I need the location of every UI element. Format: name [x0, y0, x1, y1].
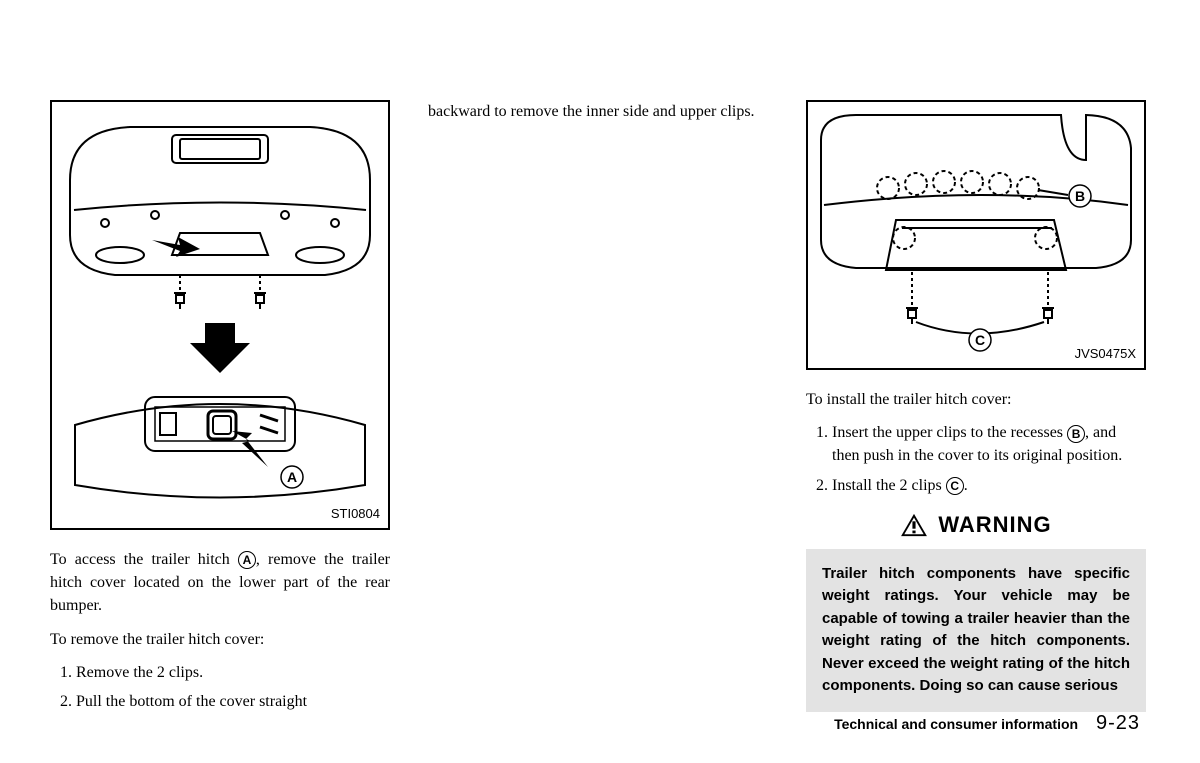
warning-icon: [900, 513, 928, 537]
col3-steps: Insert the upper clips to the recesses B…: [806, 421, 1146, 497]
footer-page-number: 9-23: [1096, 712, 1140, 734]
trailer-hitch-install-diagram: B C: [816, 110, 1136, 360]
trailer-hitch-access-diagram: A: [60, 110, 380, 520]
label-a: A: [238, 551, 256, 569]
column-2: backward to remove the inner side and up…: [428, 100, 768, 705]
figure-1-code: STI0804: [331, 505, 380, 524]
col3-para-1: To install the trailer hitch cover:: [806, 388, 1146, 411]
footer-section: Technical and consumer information: [834, 716, 1078, 732]
figure-3-code: JVS0475X: [1075, 345, 1136, 364]
col1-steps: Remove the 2 clips. Pull the bottom of t…: [50, 661, 390, 713]
label-c: C: [946, 477, 964, 495]
page-footer: Technical and consumer information 9-23: [834, 712, 1140, 735]
warning-header: WARNING: [806, 509, 1146, 541]
svg-text:A: A: [287, 469, 297, 485]
down-arrow-icon: [190, 323, 250, 373]
column-3: B C JVS0475X To install the trailer hitc…: [806, 100, 1146, 705]
page-content: A STI0804 To access the trailer hitch A,…: [50, 100, 1150, 705]
col1-para-1: To access the trailer hitch A, remove th…: [50, 548, 390, 618]
warning-body: Trailer hitch components have specific w…: [806, 549, 1146, 712]
col3-step-2: Install the 2 clips C.: [832, 474, 1146, 497]
figure-3: B C JVS0475X: [806, 100, 1146, 370]
label-b: B: [1067, 425, 1085, 443]
col1-step-2: Pull the bottom of the cover straight: [76, 690, 390, 713]
svg-text:C: C: [975, 332, 985, 348]
col3-step-1: Insert the upper clips to the recesses B…: [832, 421, 1146, 467]
col2-para-1: backward to remove the inner side and up…: [428, 100, 768, 123]
figure-1: A STI0804: [50, 100, 390, 530]
col1-para-2: To remove the trailer hitch cover:: [50, 628, 390, 651]
warning-title: WARNING: [938, 509, 1051, 541]
column-1: A STI0804 To access the trailer hitch A,…: [50, 100, 390, 705]
col1-step-1: Remove the 2 clips.: [76, 661, 390, 684]
svg-text:B: B: [1075, 188, 1085, 204]
